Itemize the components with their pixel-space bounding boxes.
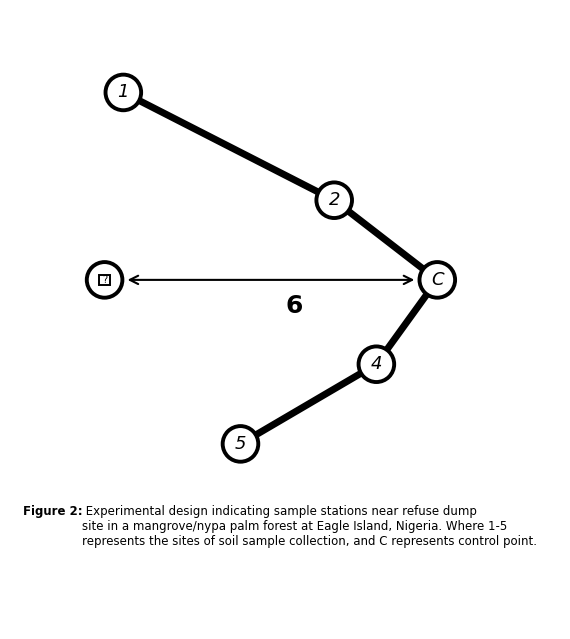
Text: ?: ? <box>102 275 107 285</box>
Text: 5: 5 <box>235 435 246 453</box>
Circle shape <box>223 426 258 462</box>
Text: 4: 4 <box>370 355 382 373</box>
Text: Figure 2:: Figure 2: <box>23 505 83 518</box>
Text: 6: 6 <box>286 294 303 318</box>
Text: 1: 1 <box>117 84 129 102</box>
Circle shape <box>316 182 352 218</box>
Text: Experimental design indicating sample stations near refuse dump
site in a mangro: Experimental design indicating sample st… <box>83 505 538 548</box>
Circle shape <box>359 346 394 382</box>
Text: 2: 2 <box>328 191 340 209</box>
Circle shape <box>87 262 123 298</box>
Circle shape <box>105 75 141 111</box>
Circle shape <box>420 262 455 298</box>
FancyBboxPatch shape <box>99 275 110 285</box>
Text: C: C <box>431 271 443 289</box>
